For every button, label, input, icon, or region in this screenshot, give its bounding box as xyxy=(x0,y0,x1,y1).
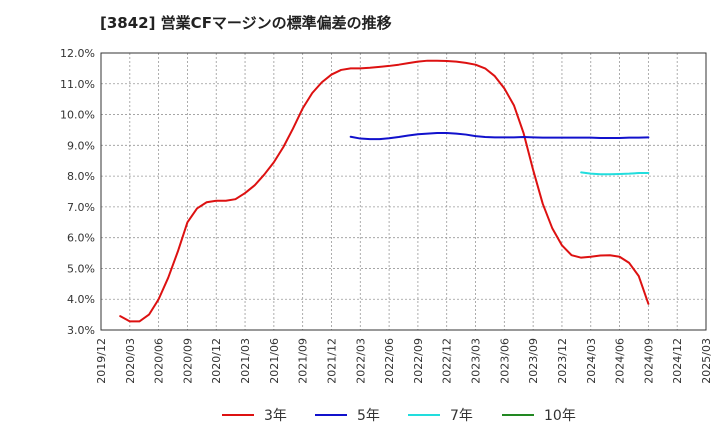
x-tick-label: 2021/09 xyxy=(297,338,310,384)
x-tick-label: 2020/09 xyxy=(181,338,194,384)
y-tick-label: 6.0% xyxy=(67,232,95,245)
grid-lines xyxy=(100,52,707,331)
y-axis-ticks: 3.0% 4.0% 5.0% 6.0% 7.0% 8.0% 9.0% 10.0% 11.0% 12… xyxy=(60,47,95,337)
series-line-7年 xyxy=(580,171,650,176)
x-tick-label: 2025/03 xyxy=(700,338,713,384)
y-tick-label: 8.0% xyxy=(67,170,95,183)
x-tick-label: 2020/12 xyxy=(210,338,223,384)
legend: 3年 5年 7年 10年 xyxy=(222,408,576,424)
series-line-5年 xyxy=(349,132,650,141)
x-tick-label: 2022/12 xyxy=(441,338,454,384)
x-tick-label: 2023/09 xyxy=(527,338,540,384)
y-tick-label: 10.0% xyxy=(60,109,95,122)
y-tick-label: 3.0% xyxy=(67,324,95,337)
x-tick-label: 2019/12 xyxy=(95,338,108,384)
y-tick-label: 12.0% xyxy=(60,47,95,60)
x-tick-label: 2023/03 xyxy=(470,338,483,384)
series-lines xyxy=(119,59,650,323)
x-tick-label: 2024/12 xyxy=(671,338,684,384)
y-tick-label: 5.0% xyxy=(67,262,95,275)
series-line-3年 xyxy=(119,59,650,323)
x-tick-label: 2020/03 xyxy=(124,338,137,384)
x-tick-label: 2024/09 xyxy=(642,338,655,384)
y-tick-label: 9.0% xyxy=(67,139,95,152)
x-axis-ticks: 2019/12 2020/03 2020/06 2020/09 2020/12 2021/… xyxy=(95,338,713,384)
x-tick-label: 2024/03 xyxy=(585,338,598,384)
y-tick-label: 11.0% xyxy=(60,78,95,91)
legend-label: 10年 xyxy=(544,408,576,424)
legend-label: 5年 xyxy=(357,408,380,424)
legend-label: 7年 xyxy=(450,408,473,424)
chart-title: [3842] 営業CFマージンの標準偏差の推移 xyxy=(100,14,392,32)
x-tick-label: 2022/03 xyxy=(354,338,367,384)
x-tick-label: 2022/09 xyxy=(412,338,425,384)
y-tick-label: 4.0% xyxy=(67,293,95,306)
legend-label: 3年 xyxy=(264,408,287,424)
x-tick-label: 2020/06 xyxy=(153,338,166,384)
plot-border xyxy=(100,52,707,331)
x-tick-label: 2021/12 xyxy=(325,338,338,384)
x-tick-label: 2022/06 xyxy=(383,338,396,384)
x-tick-label: 2024/06 xyxy=(614,338,627,384)
x-tick-label: 2021/03 xyxy=(239,338,252,384)
x-tick-label: 2023/06 xyxy=(498,338,511,384)
y-tick-label: 7.0% xyxy=(67,201,95,214)
x-tick-label: 2023/12 xyxy=(556,338,569,384)
x-tick-label: 2021/06 xyxy=(268,338,281,384)
